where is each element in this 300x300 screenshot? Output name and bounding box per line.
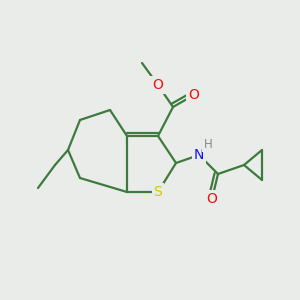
Text: O: O (153, 78, 164, 92)
Text: N: N (194, 148, 204, 162)
Text: S: S (154, 185, 162, 199)
Text: O: O (189, 88, 200, 102)
Text: O: O (207, 192, 218, 206)
Text: H: H (204, 137, 212, 151)
